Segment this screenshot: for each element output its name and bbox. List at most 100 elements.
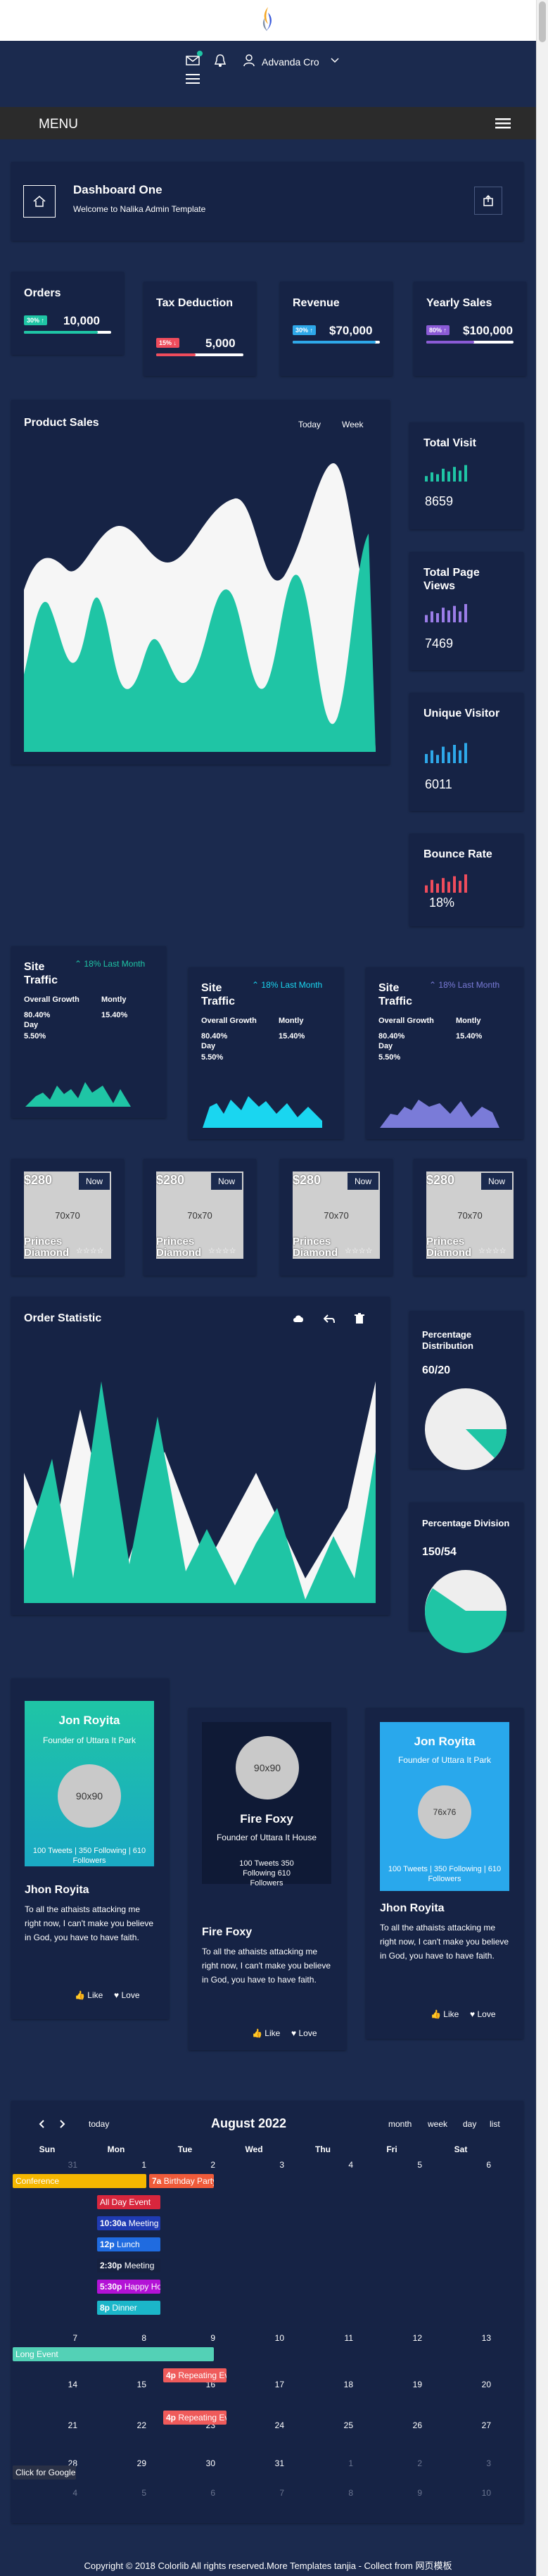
profile-2-like-button[interactable]: 👍 Like (252, 2028, 281, 2038)
calendar-today-button[interactable]: today (89, 2119, 110, 2129)
product-buy-button[interactable]: Now (211, 1173, 242, 1190)
calendar-view-day[interactable]: day (463, 2119, 477, 2129)
calendar-day[interactable]: 27 (481, 2420, 491, 2430)
calendar-day[interactable]: 6 (210, 2488, 215, 2498)
traffic-monthly-value: 15.40% (279, 1032, 305, 1041)
profile-3-text: To all the athaists attacking me right n… (380, 1923, 509, 1961)
calendar-day[interactable]: 24 (274, 2420, 284, 2430)
calendar-view-list[interactable]: list (490, 2119, 500, 2129)
hamburger-small-icon[interactable] (186, 73, 200, 84)
calendar-day[interactable]: 30 (205, 2458, 215, 2468)
calendar-day[interactable]: 2 (210, 2160, 215, 2170)
event-dinner[interactable]: 8p Dinner (97, 2301, 160, 2315)
event-long[interactable]: Long Event (13, 2347, 214, 2361)
export-button[interactable] (474, 187, 502, 215)
calendar-day[interactable]: 3 (486, 2458, 491, 2468)
calendar-day[interactable]: 4 (348, 2160, 353, 2170)
product-buy-button[interactable]: Now (348, 1173, 378, 1190)
profile-2-love-button[interactable]: ♥ Love (291, 2028, 317, 2038)
mail-icon[interactable] (186, 55, 200, 66)
menu-label[interactable]: MENU (39, 117, 78, 132)
calendar-day[interactable]: 15 (136, 2380, 146, 2389)
filter-week[interactable]: Week (342, 420, 364, 429)
profile-3-love-button[interactable]: ♥ Love (470, 2009, 496, 2019)
calendar-day[interactable]: 21 (68, 2420, 77, 2430)
calendar-day[interactable]: 1 (141, 2160, 146, 2170)
calendar-view-week[interactable]: week (428, 2119, 448, 2129)
user-name[interactable]: Advanda Cro (262, 56, 319, 68)
stat-label: Tax Deduction (156, 297, 234, 309)
bell-icon[interactable] (214, 54, 227, 68)
calendar-day[interactable]: 5 (141, 2488, 146, 2498)
profile-1-love-button[interactable]: ♥ Love (114, 1990, 140, 2000)
home-icon[interactable] (23, 185, 56, 218)
star-rating-icon: ☆☆☆☆ (208, 1247, 236, 1255)
chevron-down-icon[interactable] (331, 58, 339, 63)
calendar-day[interactable]: 4 (72, 2488, 77, 2498)
event-conference[interactable]: Conference (13, 2174, 146, 2188)
event-happy-hour[interactable]: 5:30p Happy Hour (97, 2280, 160, 2294)
product-buy-button[interactable]: Now (481, 1173, 512, 1190)
calendar-day[interactable]: 9 (417, 2488, 422, 2498)
calendar-day[interactable]: 14 (68, 2380, 77, 2389)
event-repeating-2[interactable]: 4p Repeating Event (163, 2411, 227, 2425)
calendar-day[interactable]: 18 (343, 2380, 353, 2389)
filter-today[interactable]: Today (298, 420, 321, 429)
menu-toggle-icon[interactable] (495, 118, 511, 129)
product-buy-button[interactable]: Now (79, 1173, 110, 1190)
calendar-day[interactable]: 8 (141, 2333, 146, 2343)
pie-2-value: 150/54 (422, 1546, 457, 1558)
event-click-google[interactable]: Click for Google (13, 2465, 76, 2480)
event-lunch[interactable]: 12p Lunch (97, 2237, 160, 2251)
user-icon[interactable] (243, 54, 255, 67)
event-meeting-1[interactable]: 10:30a Meeting (97, 2216, 160, 2230)
cloud-download-icon[interactable] (293, 1314, 304, 1324)
stat-progress (156, 353, 243, 356)
calendar-day[interactable]: 26 (412, 2420, 422, 2430)
calendar-day[interactable]: 7 (72, 2333, 77, 2343)
calendar-day[interactable]: 13 (481, 2333, 491, 2343)
calendar-day[interactable]: 9 (210, 2333, 215, 2343)
traffic-day-label: Day (378, 1042, 393, 1050)
calendar-day[interactable]: 3 (279, 2160, 284, 2170)
calendar-day[interactable]: 12 (412, 2333, 422, 2343)
calendar-day[interactable]: 10 (274, 2333, 284, 2343)
calendar-day[interactable]: 10 (481, 2488, 491, 2498)
page-scrollbar[interactable] (536, 0, 548, 2576)
reply-icon[interactable] (324, 1314, 335, 1324)
calendar-day[interactable]: 31 (68, 2160, 77, 2170)
calendar-day[interactable]: 5 (417, 2160, 422, 2170)
event-meeting-2[interactable]: 2:30p Meeting (97, 2258, 160, 2273)
calendar-day[interactable]: 17 (274, 2380, 284, 2389)
calendar-day[interactable]: 20 (481, 2380, 491, 2389)
calendar-day[interactable]: 31 (274, 2458, 284, 2468)
event-repeating-1[interactable]: 4p Repeating Event (163, 2368, 227, 2382)
calendar-day[interactable]: 6 (486, 2160, 491, 2170)
calendar-view-month[interactable]: month (388, 2119, 412, 2129)
trash-icon[interactable] (355, 1313, 364, 1324)
scrollbar-thumb[interactable] (539, 1, 546, 42)
stat-badge: 30% ↑ (24, 315, 48, 325)
profile-1-like-button[interactable]: 👍 Like (75, 1990, 103, 2000)
calendar-day[interactable]: 7 (279, 2488, 284, 2498)
calendar-day[interactable]: 22 (136, 2420, 146, 2430)
traffic-day-label: Day (24, 1021, 39, 1029)
sparkline-bar (431, 472, 433, 482)
event-birthday[interactable]: 7a Birthday Party (149, 2174, 214, 2188)
calendar-day[interactable]: 25 (343, 2420, 353, 2430)
product-name: Princes Diamond (293, 1236, 338, 1259)
calendar-day[interactable]: 2 (417, 2458, 422, 2468)
sparkline-bar (459, 611, 461, 622)
calendar-day[interactable]: 1 (348, 2458, 353, 2468)
logo-icon[interactable] (259, 6, 277, 32)
calendar-day[interactable]: 19 (412, 2380, 422, 2389)
event-all-day[interactable]: All Day Event (97, 2195, 160, 2209)
traffic-card: Site Traffic ⌃ 18% Last Month Overall Grow… (189, 967, 343, 1139)
profile-3-like-button[interactable]: 👍 Like (431, 2009, 459, 2019)
calendar-day[interactable]: 11 (344, 2333, 353, 2343)
calendar-next-button[interactable] (53, 2116, 72, 2132)
calendar-day[interactable]: 8 (348, 2488, 353, 2498)
calendar-day[interactable]: 29 (136, 2458, 146, 2468)
pie-2-title: Percentage Division (422, 1518, 510, 1528)
calendar-prev-button[interactable] (32, 2116, 51, 2132)
